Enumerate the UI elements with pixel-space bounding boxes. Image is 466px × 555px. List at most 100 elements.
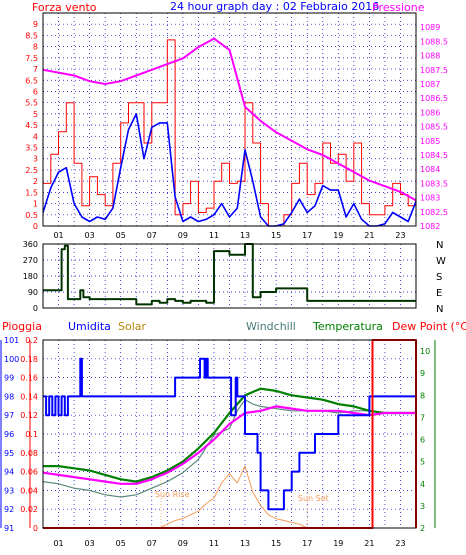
wind-hour-label: 17 (302, 231, 312, 240)
pressure-tick-label: 1084.5 (420, 151, 448, 160)
direction-tick-label: 90 (28, 288, 38, 297)
wind-hour-label: 13 (240, 231, 250, 240)
wind-tick-label: 2.5 (25, 166, 38, 175)
pressure-tick-label: 1085.5 (420, 123, 448, 132)
direction-tick-label: 270 (23, 256, 38, 265)
pressure-tick-label: 1082.5 (420, 208, 448, 217)
sun-set-label: Sun Set (298, 494, 329, 503)
rain-tick-label: 0.14 (20, 392, 38, 401)
bottom-hour-label: 23 (395, 539, 405, 548)
temperature-title: Temperatura (312, 320, 383, 333)
wind-tick-label: 0 (33, 222, 38, 231)
solar-line (159, 465, 308, 529)
humidity-tick-label: 91 (4, 524, 14, 533)
rain-tick-label: 0.08 (20, 449, 38, 458)
bottom-chart-frame (42, 339, 417, 529)
wind-hour-label: 15 (271, 231, 281, 240)
rain-tick-label: 0.16 (20, 374, 38, 383)
dew-point-line (42, 405, 416, 485)
wind-chart-frame (42, 12, 417, 227)
temperature-tick-label: 3 (420, 502, 425, 511)
direction-chart-frame (42, 243, 417, 309)
compass-label: W (436, 256, 446, 267)
direction-tick-label: 360 (23, 240, 38, 249)
bottom-hour-label: 05 (116, 539, 126, 548)
rain-tick-label: 0.12 (20, 411, 38, 420)
wind-tick-label: 5 (33, 110, 38, 119)
dew-point-title: Dew Point (°C) (392, 320, 466, 333)
pressure-tick-label: 1089 (420, 23, 440, 32)
humidity-tick-label: 95 (4, 449, 14, 458)
temperature-tick-label: 4 (420, 480, 425, 489)
rain-tick-label: 0 (33, 524, 38, 533)
humidity-tick-label: 96 (4, 430, 14, 439)
wind-hour-label: 01 (53, 231, 63, 240)
temperature-tick-label: 6 (420, 436, 425, 445)
bottom-hour-label: 17 (302, 539, 312, 548)
wind-title: Forza vento (32, 1, 97, 14)
wind-average-line (42, 113, 417, 227)
wind-hour-label: 23 (395, 231, 405, 240)
wind-tick-label: 8 (33, 43, 38, 52)
direction-tick-label: 180 (23, 272, 38, 281)
pressure-tick-label: 1084 (420, 165, 440, 174)
pressure-tick-label: 1087 (420, 80, 440, 89)
humidity-tick-label: 98 (4, 392, 14, 401)
pressure-tick-label: 1088.5 (420, 37, 448, 46)
pressure-title: Pressione (372, 1, 425, 14)
pressure-tick-label: 1085 (420, 137, 440, 146)
humidity-tick-label: 92 (4, 505, 14, 514)
bottom-hour-label: 21 (364, 539, 374, 548)
wind-hour-label: 19 (333, 231, 343, 240)
bottom-hour-label: 09 (178, 539, 188, 548)
direction-tick-label: 0 (33, 304, 38, 313)
graph-day-title: 24 hour graph day : 02 Febbraio 2016 (170, 0, 379, 13)
humidity-tick-label: 100 (4, 355, 19, 364)
humidity-title: Umidita (68, 320, 111, 333)
sun-rise-label: Sun Rise (155, 490, 190, 499)
compass-label: S (436, 272, 442, 283)
wind-tick-label: 0.5 (25, 211, 38, 220)
humidity-tick-label: 99 (4, 374, 14, 383)
pressure-tick-label: 1082 (420, 222, 440, 231)
bottom-hour-label: 01 (53, 539, 63, 548)
wind-tick-label: 7 (33, 65, 38, 74)
humidity-line (43, 357, 417, 511)
temperature-tick-label: 7 (420, 413, 425, 422)
wind-speed-line (43, 39, 417, 227)
wind-hour-label: 05 (116, 231, 126, 240)
wind-tick-label: 1 (33, 200, 38, 209)
rain-tick-label: 0.18 (20, 355, 38, 364)
humidity-tick-label: 94 (4, 468, 14, 477)
pressure-tick-label: 1086 (420, 108, 440, 117)
bottom-hour-label: 13 (240, 539, 250, 548)
rain-title: Pioggia (2, 320, 42, 333)
wind-tick-label: 8.5 (25, 31, 38, 40)
wind-tick-label: 5.5 (25, 99, 38, 108)
rain-tick-label: 0.02 (20, 505, 38, 514)
humidity-tick-label: 97 (4, 411, 14, 420)
wind-hour-label: 11 (209, 231, 219, 240)
bottom-chart-header: Pioggia Umidita Solar Windchill Temperat… (2, 320, 466, 333)
bottom-hour-label: 19 (333, 539, 343, 548)
temperature-tick-label: 8 (420, 391, 425, 400)
wind-hour-label: 09 (178, 231, 188, 240)
wind-tick-label: 3 (33, 155, 38, 164)
wind-tick-label: 4 (33, 132, 38, 141)
rain-tick-label: 0.04 (20, 486, 38, 495)
wind-hour-label: 21 (364, 231, 374, 240)
temperature-tick-label: 10 (420, 347, 430, 356)
temperature-line (43, 387, 416, 483)
pressure-tick-label: 1086.5 (420, 94, 448, 103)
rain-tick-label: 0.2 (25, 336, 38, 345)
bottom-hour-label: 11 (209, 539, 219, 548)
temperature-tick-label: 9 (420, 369, 425, 378)
wind-tick-label: 4.5 (25, 121, 38, 130)
compass-label: N (436, 240, 443, 251)
top-chart-header: Forza vento 24 hour graph day : 02 Febbr… (32, 0, 425, 14)
wind-hour-label: 03 (85, 231, 95, 240)
compass-label: N (436, 304, 443, 315)
wind-tick-label: 2 (33, 177, 38, 186)
wind-hour-label: 07 (147, 231, 157, 240)
